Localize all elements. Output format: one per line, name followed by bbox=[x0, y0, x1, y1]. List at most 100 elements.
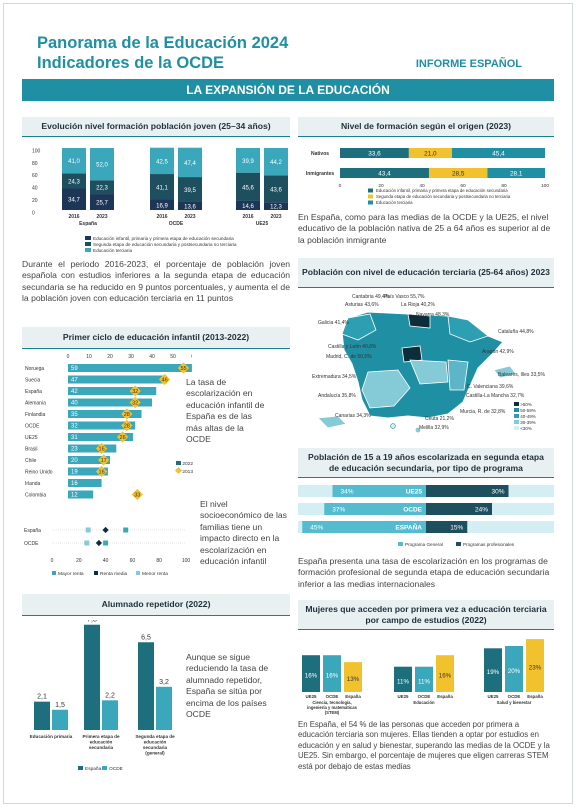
rep-bar bbox=[84, 624, 100, 730]
origen-header: Nivel de formación según el origen (2023… bbox=[298, 117, 554, 137]
muj-category: OCDE bbox=[508, 694, 521, 699]
map-legend-swatch-3 bbox=[514, 414, 519, 418]
origen-bar-label: 21,0 bbox=[424, 151, 437, 158]
terciaria-map-header: Población con nivel de educación terciar… bbox=[298, 258, 554, 288]
fp-label-prof: 30% bbox=[491, 489, 504, 496]
evol-ytick: 100 bbox=[32, 148, 41, 154]
map-legend-swatch-1 bbox=[514, 402, 519, 406]
evol-bar bbox=[178, 147, 202, 178]
infantil-xtick: 40 bbox=[149, 354, 155, 360]
map-region-label: Galicia 41,4% bbox=[318, 320, 349, 326]
rep-bar-label: 6,5 bbox=[141, 634, 151, 641]
map-legend-label-1: >50% bbox=[520, 402, 532, 407]
infantil-ylabel: Noruega bbox=[25, 366, 44, 372]
evol-bar-label: 16,9 bbox=[156, 203, 168, 209]
evol-xtick: 2016 bbox=[68, 214, 79, 220]
region-baleares bbox=[493, 365, 517, 379]
muj-bar-label: 11% bbox=[418, 678, 430, 685]
rep-legend-swatch bbox=[102, 766, 107, 770]
region-valencia bbox=[447, 359, 469, 391]
muj-bar bbox=[526, 639, 544, 692]
rep-category-line: educación bbox=[144, 740, 167, 745]
origen-legend-swatch bbox=[368, 194, 373, 199]
origen-xtick: 20 bbox=[378, 183, 384, 189]
evol-bar-label: 34,7 bbox=[68, 198, 80, 204]
muj-bar bbox=[415, 666, 433, 692]
evol-bar bbox=[62, 148, 86, 174]
muj-bar-label: 13% bbox=[347, 676, 360, 683]
origen-bar bbox=[408, 148, 452, 158]
map-region-label: Navarra 48,3% bbox=[416, 312, 450, 318]
evol-ytick: 80 bbox=[32, 161, 38, 167]
evolucion-legend-item-1: Educación infantil, primaria y primera e… bbox=[85, 236, 285, 242]
infantil-xtick: 20 bbox=[107, 354, 113, 360]
renta-marker bbox=[95, 539, 103, 547]
origen-bar-label: 33,6 bbox=[368, 151, 381, 158]
muj-category: OCDE bbox=[418, 694, 431, 699]
origen-xtick: 100 bbox=[541, 183, 549, 189]
muj-category: OCDE bbox=[326, 694, 339, 699]
evol-ytick: 20 bbox=[32, 198, 38, 204]
evolucion-legend-swatch-1 bbox=[85, 236, 91, 240]
region-clm bbox=[409, 359, 449, 385]
rep-category-line: secundaria bbox=[143, 745, 168, 750]
infantil-legend-label-2022: 2022 bbox=[182, 462, 194, 467]
evol-ytick: 60 bbox=[32, 173, 38, 179]
map-region-label: Castilla y León 40,8% bbox=[328, 344, 377, 350]
infantil-marker-label: 46 bbox=[162, 378, 168, 384]
rep-category-line: educación bbox=[90, 740, 113, 745]
evol-ytick: 40 bbox=[32, 186, 38, 192]
map-region-label: Asturias 43,6% bbox=[345, 302, 379, 308]
renta-legend-label: Renta media bbox=[100, 571, 128, 577]
rep-bar-label: 7,8 bbox=[87, 620, 97, 624]
title-line-1: Panorama de la Educación 2024 bbox=[37, 34, 289, 52]
evolucion-legend-swatch-3 bbox=[85, 248, 91, 252]
infantil-legend-swatch-2013 bbox=[174, 466, 183, 475]
origen-xtick: 80 bbox=[501, 183, 507, 189]
infantil-xtick: 10 bbox=[86, 354, 92, 360]
evol-bar-label: 13,6 bbox=[184, 204, 196, 210]
infantil-bar-label: 12 bbox=[71, 493, 78, 499]
evol-bar bbox=[62, 188, 86, 210]
fp-label-general: 45% bbox=[310, 525, 323, 532]
muj-category: UE25 bbox=[488, 694, 500, 699]
map-region-label: Aragón 42,9% bbox=[482, 349, 514, 355]
map-legend-5: <30% bbox=[514, 426, 536, 432]
origen-bar-label: 28,1 bbox=[510, 171, 523, 178]
infantil-bar bbox=[68, 421, 136, 430]
infantil-bar bbox=[68, 387, 157, 395]
evol-bar-label: 25,7 bbox=[96, 201, 108, 207]
infantil-bar bbox=[68, 375, 167, 384]
evol-bar-label: 45,6 bbox=[242, 185, 254, 191]
origen-legend-label: Segunda etapa de educación secundaria y … bbox=[376, 194, 511, 199]
evol-bar bbox=[264, 175, 288, 203]
evol-bar bbox=[90, 194, 114, 210]
infantil-xtick: 0 bbox=[67, 354, 70, 360]
origen-legend-label: Educación terciaria bbox=[376, 200, 413, 205]
infantil-legend: 2022 2013 bbox=[174, 461, 194, 476]
rep-bar bbox=[102, 700, 118, 730]
infantil-ylabel: Suecia bbox=[25, 378, 41, 384]
rep-bar bbox=[138, 642, 154, 730]
fp-text: España presenta una tasa de escolarizaci… bbox=[298, 556, 550, 589]
origen-legend-swatch bbox=[368, 200, 373, 205]
renta-ylabel: España bbox=[24, 528, 41, 534]
infantil-ylabel: España bbox=[25, 389, 42, 395]
region-madrid bbox=[401, 345, 423, 363]
origen-bar bbox=[487, 168, 545, 178]
infantil-bar-label: 35 bbox=[71, 412, 78, 418]
evol-bar bbox=[178, 177, 202, 202]
infantil-ylabel: OCDE bbox=[25, 424, 40, 430]
muj-group-line: ingeniería y matemáticas bbox=[307, 705, 357, 710]
rep-bar bbox=[156, 686, 172, 730]
map-region-label: Canarias 34,3% bbox=[335, 413, 371, 419]
map-legend-swatch-4 bbox=[514, 420, 519, 424]
origen-bar-label: 28,5 bbox=[452, 171, 465, 178]
evol-bar-label: 44,2 bbox=[270, 160, 282, 166]
fp-label-general: 34% bbox=[341, 489, 354, 496]
origen-xtick: 0 bbox=[339, 183, 342, 189]
infantil-marker-label: 32 bbox=[132, 389, 138, 395]
muj-bar bbox=[323, 655, 341, 692]
infantil-bar-label: 42 bbox=[71, 389, 78, 395]
infantil-bar bbox=[68, 467, 108, 476]
